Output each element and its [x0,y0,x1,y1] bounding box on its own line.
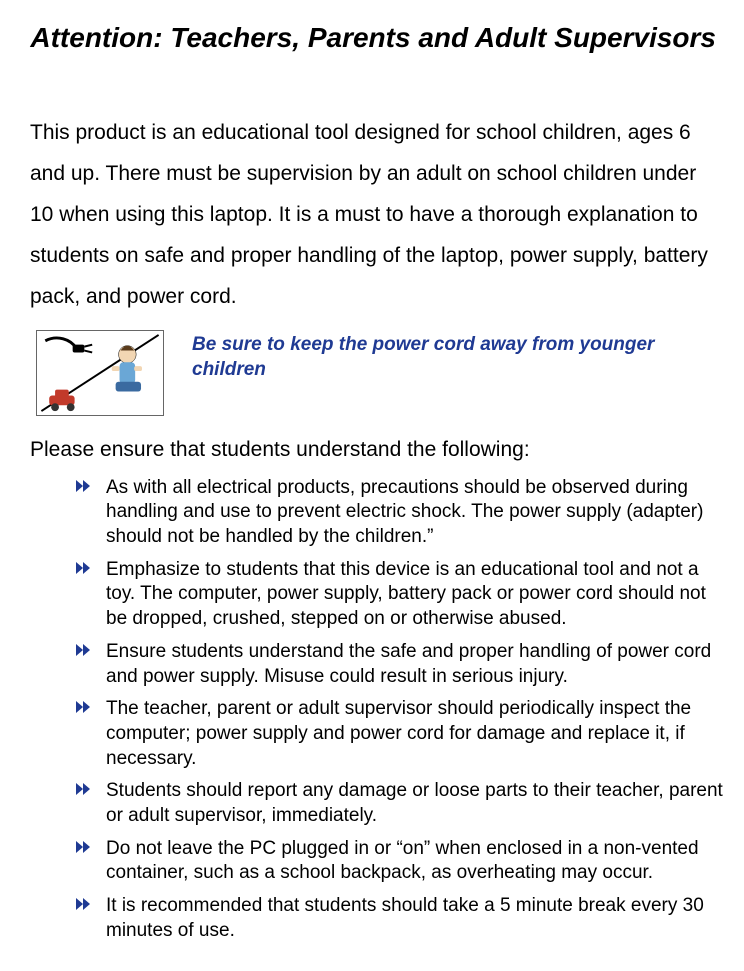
list-item: Students should report any damage or loo… [76,779,724,828]
bullet-arrow-icon [76,782,90,796]
list-item-text: Ensure students understand the safe and … [106,641,711,687]
list-item-text: Emphasize to students that this device i… [106,559,706,629]
list-item-text: Students should report any damage or loo… [106,780,723,826]
list-item-text: The teacher, parent or adult supervisor … [106,698,691,768]
list-item: It is recommended that students should t… [76,894,724,943]
list-item: Ensure students understand the safe and … [76,640,724,689]
intro-paragraph: This product is an educational tool desi… [30,113,724,318]
guidelines-list: As with all electrical products, precaut… [30,476,724,944]
safety-callout: Be sure to keep the power cord away from… [30,330,724,416]
safety-illustration [36,330,164,416]
list-item-text: As with all electrical products, precaut… [106,477,703,547]
ensure-heading: Please ensure that students understand t… [30,438,724,462]
safety-callout-text: Be sure to keep the power cord away from… [192,330,724,383]
list-item-text: It is recommended that students should t… [106,895,704,941]
bullet-arrow-icon [76,897,90,911]
bullet-arrow-icon [76,700,90,714]
list-item: As with all electrical products, precaut… [76,476,724,550]
bullet-arrow-icon [76,561,90,575]
list-item: Do not leave the PC plugged in or “on” w… [76,837,724,886]
list-item-text: Do not leave the PC plugged in or “on” w… [106,838,699,884]
bullet-arrow-icon [76,840,90,854]
bullet-arrow-icon [76,643,90,657]
page-title: Attention: Teachers, Parents and Adult S… [30,20,724,55]
list-item: Emphasize to students that this device i… [76,558,724,632]
bullet-arrow-icon [76,479,90,493]
list-item: The teacher, parent or adult supervisor … [76,697,724,771]
